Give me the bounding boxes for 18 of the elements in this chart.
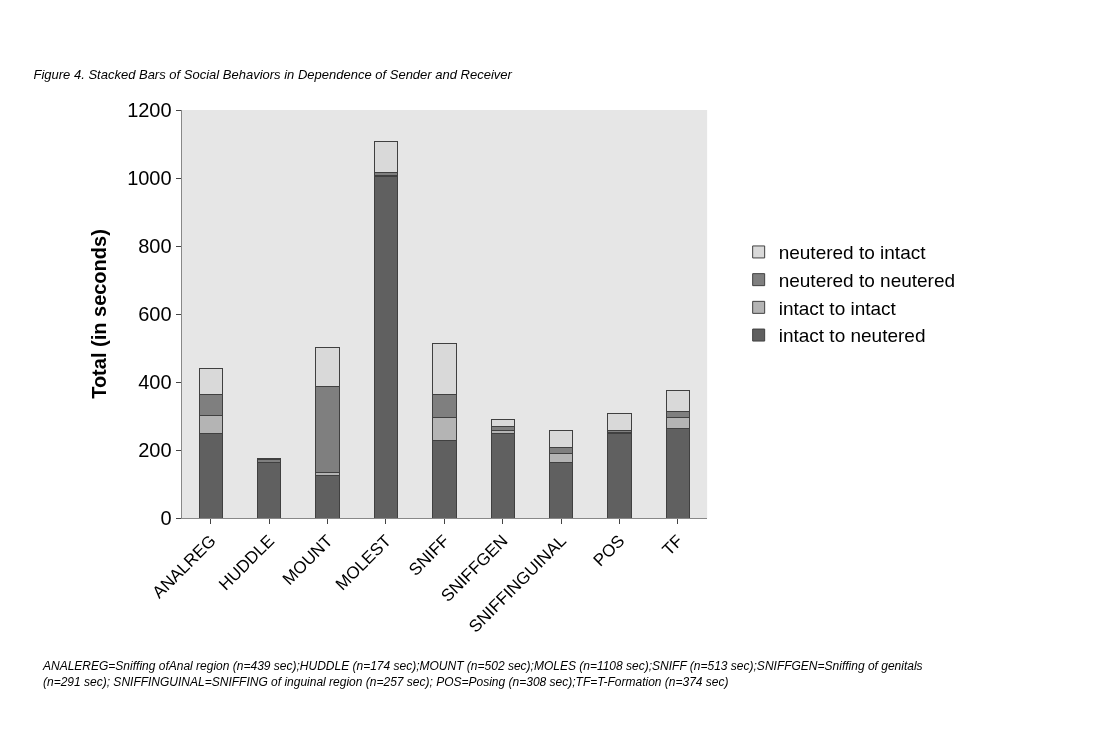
- y-tick-label: 0: [160, 507, 172, 529]
- legend-label: intact to neutered: [778, 325, 926, 347]
- y-tick-label: 600: [138, 303, 172, 325]
- y-tick-label: 1000: [127, 167, 172, 189]
- y-tick-label: 200: [138, 439, 172, 461]
- bar: [373, 140, 399, 174]
- bar: [490, 418, 515, 428]
- x-tick-label: TF: [658, 531, 687, 560]
- legend-label: neutered to neutered: [778, 270, 956, 292]
- y-axis-title: Total (in seconds): [87, 229, 110, 399]
- legend-label: intact to intact: [778, 297, 897, 319]
- y-tick-label: 400: [138, 371, 172, 393]
- y-tick-label: 800: [138, 235, 172, 257]
- bar: [607, 412, 632, 431]
- y-tick-label: 1200: [127, 99, 172, 121]
- chart-title: Figure 4. Stacked Bars of Social Behaviors in Dependence of Sender and Receiver: [33, 66, 513, 82]
- legend-label: neutered to intact: [778, 242, 927, 264]
- text: ANALEREG=Sniffing ofAnal region (n=439 sec);HUDDLE (n=174 sec);MOUNT (n=502 sec);MOLES (n=1108 sec);SNIFF (n=513 sec);SNIFFGEN=Sniffing of genitals (n=291 sec); SNIFFINGUINAL=SNIFFING of inguinal region (n=257 sec); POS=Posing (n=308 sec);TF=T-Formation (n=374 sec): [42, 659, 923, 689]
